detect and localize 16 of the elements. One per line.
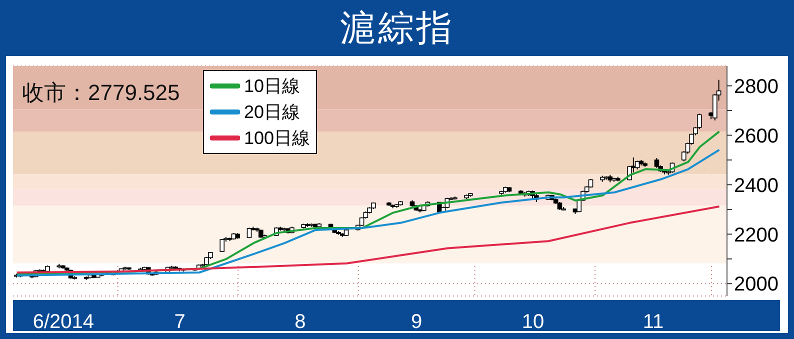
x-tick-label: 8 xyxy=(294,311,306,333)
y-tick-label: 2400 xyxy=(734,174,778,197)
y-tick-label: 2000 xyxy=(734,274,778,296)
x-tick-label: 6/2014 xyxy=(32,311,94,333)
y-tick-label: 2800 xyxy=(734,76,778,98)
x-tick-label: 11 xyxy=(642,311,664,333)
x-tick-label: 9 xyxy=(411,311,422,333)
legend-label: 10日線 xyxy=(243,75,302,98)
annotation: 收市：2779.525 xyxy=(22,79,180,107)
legend-label: 100日線 xyxy=(243,127,310,150)
y-tick-label: 2200 xyxy=(734,224,778,246)
chart-title: 滬綜指 xyxy=(0,0,794,56)
x-tick-label: 10 xyxy=(522,311,544,333)
x-tick-label: 7 xyxy=(174,311,186,333)
legend-label: 20日線 xyxy=(243,101,302,124)
y-tick-label: 2600 xyxy=(734,125,778,148)
